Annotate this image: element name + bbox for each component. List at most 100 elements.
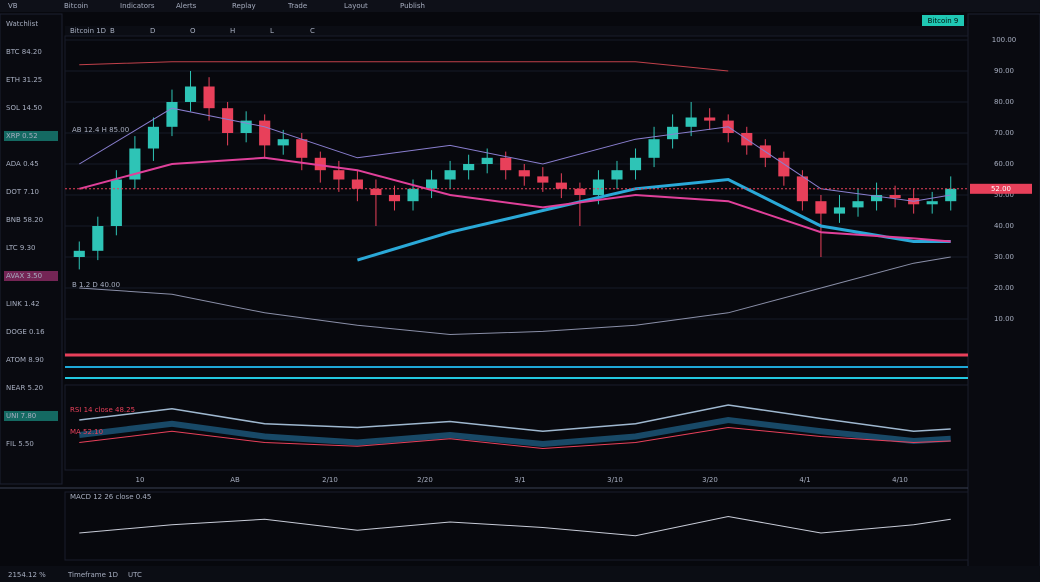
candle-body — [574, 188, 586, 195]
candle-body — [351, 179, 363, 189]
candle-body — [296, 139, 308, 158]
left-panel — [0, 13, 63, 485]
watchlist-row[interactable]: DOGE 0.16 — [6, 328, 45, 336]
watchlist-row[interactable]: Watchlist — [6, 20, 38, 28]
x-axis-label: 3/1 — [514, 476, 525, 484]
price-label: 50.00 — [994, 191, 1014, 199]
watchlist-row[interactable]: ADA 0.45 — [6, 160, 39, 168]
oscillator-lower — [78, 416, 951, 448]
candle-body — [537, 176, 549, 183]
candle-body — [388, 195, 401, 202]
toolbar-item[interactable]: Alerts — [176, 2, 197, 10]
toolbar-item[interactable]: Bitcoin — [64, 2, 88, 10]
subbar-item[interactable]: H — [230, 27, 235, 35]
candle-body — [240, 120, 252, 133]
candle-body — [778, 157, 790, 177]
watchlist-row[interactable]: ETH 31.25 — [6, 76, 42, 84]
watchlist-row[interactable]: NEAR 5.20 — [6, 384, 43, 392]
chart-annotation: AB 12.4 H 85.00 — [72, 126, 129, 134]
candle-body — [481, 157, 493, 164]
status-item: UTC — [128, 571, 142, 579]
watchlist-row[interactable]: ATOM 8.90 — [6, 356, 44, 364]
badge[interactable]: Bitcoin 9 — [928, 17, 959, 25]
watchlist-row[interactable]: LINK 1.42 — [6, 300, 40, 308]
candle-body — [73, 250, 85, 257]
toolbar-item[interactable]: VB — [8, 2, 18, 10]
row-highlight — [4, 271, 58, 281]
price-label: 40.00 — [994, 222, 1014, 230]
momentum-line — [79, 515, 951, 537]
price-label: 30.00 — [994, 253, 1014, 261]
price-label: 90.00 — [994, 67, 1014, 75]
subbar-item[interactable]: D — [150, 27, 155, 35]
price-label: 70.00 — [994, 129, 1014, 137]
candle-body — [555, 182, 567, 189]
candle-body — [926, 201, 938, 205]
x-axis-label: 3/10 — [607, 476, 623, 484]
toolbar-item[interactable]: Replay — [232, 2, 256, 10]
oscillator-label: RSI 14 close 48.25 — [70, 406, 135, 414]
row-highlight — [4, 411, 58, 421]
subbar-item[interactable]: B — [110, 27, 115, 35]
candle-body — [871, 195, 883, 202]
candle-body — [333, 170, 345, 180]
status-item: Timeframe 1D — [67, 571, 118, 579]
candle-body — [129, 148, 141, 180]
watchlist-row[interactable]: AVAX 3.50 — [6, 272, 42, 280]
candle-body — [592, 179, 604, 195]
status-bar — [0, 566, 1040, 582]
candle-body — [704, 117, 716, 121]
subbar-item[interactable]: Bitcoin 1D — [70, 27, 106, 35]
watchlist-row[interactable]: BTC 84.20 — [6, 48, 42, 56]
oscillator-signal — [79, 426, 951, 450]
right-panel — [967, 13, 1040, 571]
candle-body — [259, 120, 271, 146]
status-item: 2154.12 % — [8, 571, 46, 579]
watchlist-row[interactable]: SOL 14.50 — [6, 104, 42, 112]
toolbar-item[interactable]: Layout — [344, 2, 368, 10]
chart-annotation: B 1.2 D 40.00 — [72, 281, 120, 289]
price-label: 80.00 — [994, 98, 1014, 106]
candle-body — [518, 170, 530, 177]
watchlist-row[interactable]: XRP 0.52 — [6, 132, 38, 140]
indicator-line — [79, 156, 951, 243]
subbar-item[interactable]: L — [270, 27, 274, 35]
x-axis-label: 4/1 — [799, 476, 810, 484]
indicator-line — [79, 256, 951, 336]
candle-body — [203, 86, 215, 109]
oscillator-frame — [64, 384, 969, 471]
candle-body — [629, 157, 642, 171]
watchlist-row[interactable]: LTC 9.30 — [6, 244, 36, 252]
x-axis-label: AB — [230, 476, 240, 484]
candle-body — [685, 117, 697, 127]
candle-body — [667, 126, 679, 140]
oscillator-label: MA 52.10 — [70, 428, 103, 436]
x-axis-label: 2/10 — [322, 476, 338, 484]
candle-body — [92, 226, 104, 251]
candle-body — [166, 102, 178, 127]
momentum-label: MACD 12 26 close 0.45 — [70, 493, 151, 501]
candle-body — [147, 126, 159, 149]
last-price-label: 52.00 — [991, 185, 1011, 193]
subbar — [65, 26, 968, 36]
candle-body — [648, 139, 660, 158]
candle-body — [370, 188, 382, 195]
toolbar-item[interactable]: Publish — [400, 2, 425, 10]
candle-body — [852, 201, 864, 208]
toolbar-item[interactable]: Indicators — [120, 2, 155, 10]
candle-body — [110, 179, 122, 226]
watchlist-row[interactable]: UNI 7.80 — [6, 412, 36, 420]
watchlist-row[interactable]: FIL 5.50 — [6, 440, 34, 448]
last-price-box — [970, 183, 1032, 194]
watchlist-row[interactable]: DOT 7.10 — [6, 188, 39, 196]
subbar-item[interactable]: C — [310, 27, 315, 35]
price-label: 100.00 — [992, 36, 1017, 44]
price-label: 60.00 — [994, 160, 1014, 168]
oscillator-upper — [79, 404, 951, 433]
subbar-item[interactable]: O — [190, 27, 196, 35]
toolbar-item[interactable]: Trade — [287, 2, 307, 10]
watchlist-row[interactable]: BNB 58.20 — [6, 216, 43, 224]
candle-body — [277, 139, 289, 146]
